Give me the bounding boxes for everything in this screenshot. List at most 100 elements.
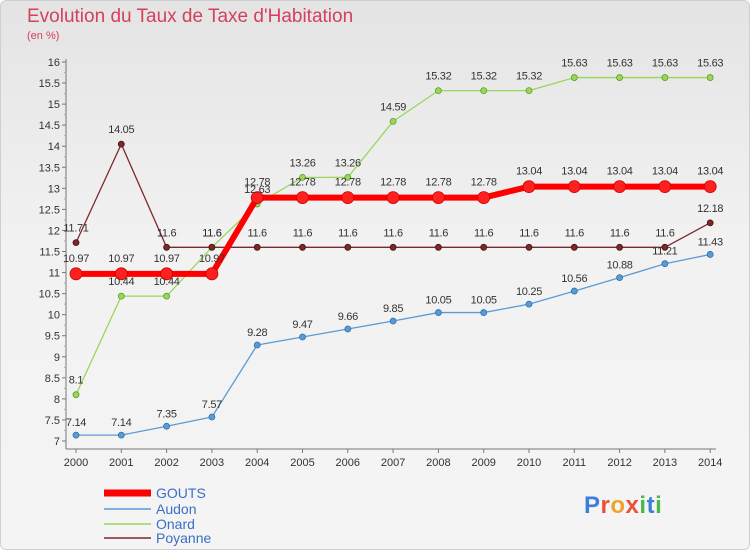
data-label-poyanne: 11.6 <box>383 227 403 239</box>
data-label-gouts: 13.04 <box>652 166 678 178</box>
data-point-poyanne <box>117 140 125 148</box>
y-tick-label: 11 <box>49 268 60 280</box>
data-point-audon <box>117 431 125 439</box>
data-point-audon <box>163 422 171 430</box>
data-point-onard <box>117 292 125 300</box>
data-label-audon: 7.57 <box>202 399 222 411</box>
data-label-onard: 13.26 <box>335 157 361 169</box>
data-point-poyanne <box>344 243 352 251</box>
data-point-onard <box>480 87 488 95</box>
data-label-audon: 9.28 <box>247 327 267 339</box>
data-label-audon: 9.66 <box>338 311 358 323</box>
data-point-onard <box>163 292 171 300</box>
y-tick-label: 7 <box>54 436 60 448</box>
data-label-poyanne: 11.6 <box>610 227 630 239</box>
data-point-gouts <box>431 191 445 204</box>
data-point-onard <box>344 173 352 181</box>
data-point-poyanne <box>253 243 261 251</box>
data-point-onard <box>389 117 397 125</box>
y-tick-label: 9 <box>54 352 60 364</box>
x-tick-label: 2006 <box>336 457 360 469</box>
data-label-poyanne: 11.6 <box>293 227 313 239</box>
data-point-onard <box>661 74 669 81</box>
data-label-audon: 11.43 <box>698 236 723 248</box>
data-label-gouts: 10.97 <box>63 253 89 265</box>
data-point-gouts <box>341 191 355 204</box>
data-label-onard: 10.44 <box>108 276 134 288</box>
data-label-onard: 15.63 <box>607 58 633 70</box>
logo-letter: r <box>600 492 611 519</box>
data-point-gouts <box>613 180 626 194</box>
x-tick-label: 2003 <box>200 457 224 469</box>
data-point-audon <box>208 413 216 421</box>
data-point-audon <box>253 341 261 349</box>
data-point-poyanne <box>570 243 578 251</box>
logo-letter: o <box>610 492 626 519</box>
y-tick-label: 10.5 <box>39 289 60 301</box>
data-label-audon: 9.85 <box>383 303 403 315</box>
data-point-poyanne <box>525 243 533 251</box>
data-label-gouts: 12.78 <box>380 177 406 189</box>
data-point-audon <box>570 287 578 295</box>
legend-label-poyanne: Poyanne <box>156 530 211 546</box>
data-point-poyanne <box>706 219 714 227</box>
x-tick-label: 2010 <box>517 457 541 469</box>
data-point-gouts <box>160 267 174 281</box>
data-label-audon: 10.88 <box>607 260 633 272</box>
data-label-poyanne: 11.6 <box>565 227 585 239</box>
data-point-onard <box>299 173 306 181</box>
x-tick-label: 2005 <box>290 457 314 469</box>
y-tick-label: 15.5 <box>39 78 60 90</box>
data-label-gouts: 12.78 <box>289 177 315 189</box>
x-tick-label: 2014 <box>698 457 722 469</box>
x-tick-label: 2009 <box>471 457 495 469</box>
y-tick-label: 13.5 <box>39 162 60 174</box>
legend-label-audon: Audon <box>156 501 196 517</box>
data-point-onard <box>616 74 623 81</box>
data-label-gouts: 13.04 <box>561 166 587 178</box>
data-point-onard <box>72 391 80 399</box>
y-tick-label: 15 <box>48 99 60 111</box>
x-tick-label: 2011 <box>562 457 586 469</box>
data-point-audon <box>661 260 669 268</box>
data-label-gouts: 10.97 <box>199 253 225 265</box>
data-label-gouts: 12.78 <box>471 177 497 189</box>
data-label-audon: 11.21 <box>652 246 677 258</box>
data-label-audon: 7.14 <box>111 417 131 429</box>
x-tick-label: 2012 <box>607 457 631 469</box>
data-label-poyanne: 11.6 <box>157 227 177 239</box>
data-point-onard <box>434 87 442 95</box>
data-point-onard <box>525 87 533 95</box>
data-label-onard: 15.32 <box>516 71 542 83</box>
logo-letter: i <box>655 492 663 519</box>
data-label-gouts: 10.97 <box>154 253 180 265</box>
data-label-poyanne: 12.18 <box>697 203 723 215</box>
data-label-onard: 15.63 <box>561 58 587 70</box>
data-label-audon: 10.25 <box>516 286 542 298</box>
data-point-gouts <box>296 191 309 204</box>
data-point-poyanne <box>299 243 306 251</box>
y-tick-label: 14.5 <box>39 120 60 132</box>
data-point-poyanne <box>616 243 623 251</box>
data-point-poyanne <box>72 239 80 247</box>
data-point-gouts <box>69 267 83 281</box>
data-label-audon: 10.56 <box>561 273 587 285</box>
data-point-gouts <box>567 180 581 194</box>
data-label-gouts: 13.04 <box>516 166 542 178</box>
data-point-gouts <box>658 180 672 194</box>
data-point-audon <box>525 300 533 308</box>
data-label-poyanne: 11.6 <box>429 227 449 239</box>
data-label-gouts: 13.04 <box>697 166 723 178</box>
data-point-poyanne <box>208 243 216 251</box>
data-label-onard: 8.1 <box>69 375 84 387</box>
data-label-onard: 15.32 <box>425 71 451 83</box>
chart-title: Evolution du Taux de Taxe d'Habitation <box>27 6 354 27</box>
data-label-poyanne: 11.6 <box>338 227 358 239</box>
data-point-audon <box>72 431 80 439</box>
data-point-gouts <box>205 267 219 281</box>
data-label-poyanne: 11.71 <box>63 223 88 235</box>
logo-letter: i <box>639 492 647 519</box>
logo-letter: t <box>646 492 656 519</box>
data-label-onard: 15.63 <box>652 58 678 70</box>
x-tick-label: 2013 <box>653 457 677 469</box>
